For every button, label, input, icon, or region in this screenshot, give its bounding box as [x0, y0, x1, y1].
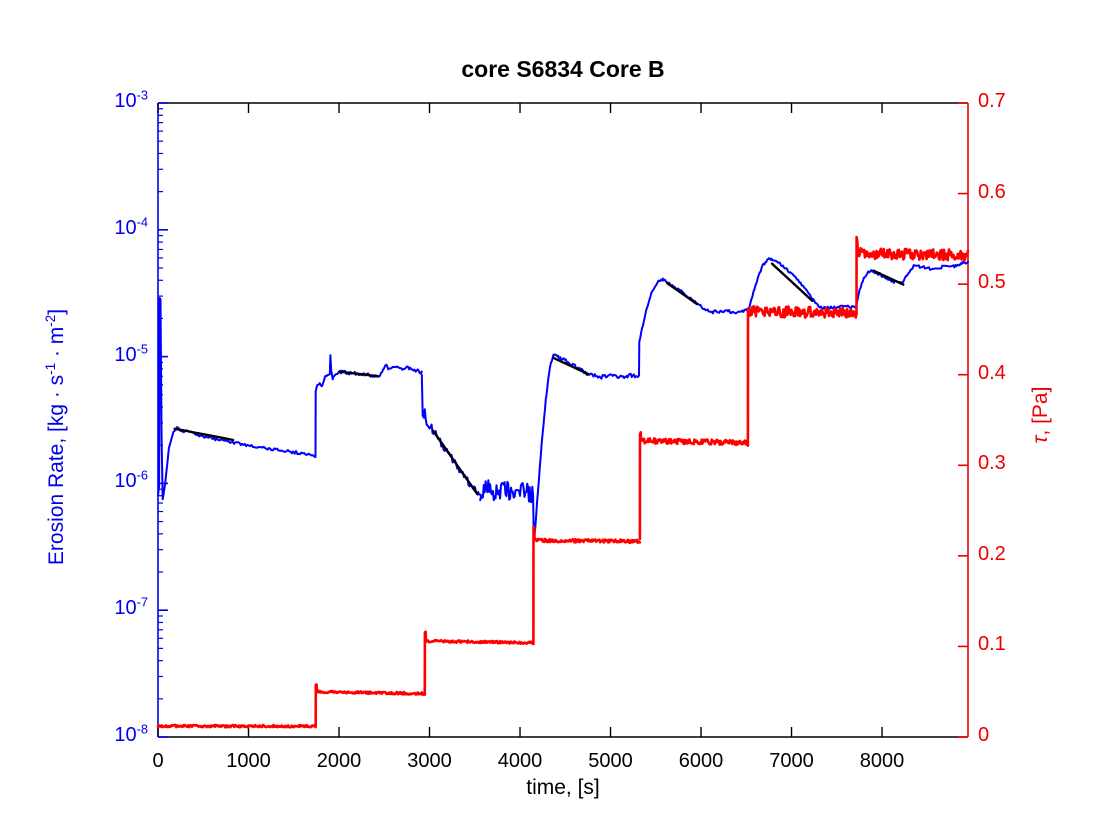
x-axis-label: time, [s]: [526, 776, 600, 799]
y-left-label-close: ]: [45, 308, 68, 315]
y-right-tick-label: 0.1: [978, 633, 1006, 656]
shear-stress-tau-line: [423, 630, 535, 696]
erosion-rate-line: [747, 257, 773, 310]
x-tick-label: 8000: [859, 750, 905, 772]
x-tick-label: 0: [152, 750, 164, 772]
erosion-rate-line: [314, 354, 341, 457]
fit-lines-line: [431, 429, 479, 496]
y-left-tick-label: 10-6: [114, 467, 148, 493]
y-left-tick-label: 10-8: [114, 721, 148, 746]
y-left-label-text: Erosion Rate, [kg · s: [45, 374, 68, 566]
x-tick-label: 7000: [769, 750, 814, 772]
erosion-rate-line: [420, 373, 482, 496]
x-tick-label: 2000: [316, 750, 362, 772]
x-tick-label: 6000: [678, 750, 724, 772]
fit-lines-line: [770, 262, 814, 303]
erosion-rate-line: [661, 277, 714, 314]
chart-title: core S6834 Core B: [461, 56, 665, 82]
erosion-rate-line: [479, 479, 535, 504]
x-tick-label: 3000: [407, 750, 452, 772]
erosion-rate-line: [557, 354, 640, 380]
fit-lines-line: [665, 281, 699, 306]
y-right-tick-label: 0.4: [978, 361, 1006, 384]
fit-lines-line: [173, 427, 235, 442]
y-right-tick-label: 0: [978, 724, 990, 746]
shear-stress-tau-line: [855, 235, 970, 315]
y-left-tick-label: 10-7: [114, 594, 148, 620]
fit-lines-line: [338, 370, 380, 378]
shear-stress-tau-line: [314, 683, 427, 727]
erosion-rate-line: [176, 426, 317, 459]
erosion-rate-line: [157, 297, 178, 501]
erosion-rate-line: [338, 363, 423, 378]
erosion-rate-line: [711, 308, 750, 315]
fit-lines-line: [872, 269, 905, 286]
erosion-rate-line: [638, 278, 664, 377]
shear-stress-tau-line: [638, 430, 750, 541]
x-tick-label: 4000: [497, 750, 543, 772]
shear-stress-tau-line: [532, 525, 642, 646]
tau-symbol: τ: [1029, 435, 1052, 444]
y-left-tick-label: 10-5: [114, 340, 148, 366]
y-left-label-sup1: -1: [43, 362, 58, 375]
shear-stress-tau-line: [156, 723, 318, 729]
erosion-rate-line: [855, 260, 969, 308]
y-left-tick-label: 10-4: [114, 214, 148, 239]
erosion-rate-line: [532, 353, 559, 543]
y-right-tick-label: 0.7: [978, 90, 1006, 112]
y-right-label-rest: , [Pa]: [1029, 386, 1052, 436]
y-right-tick-label: 0.3: [978, 452, 1006, 475]
x-tick-label: 1000: [226, 750, 271, 772]
x-tick-label: 5000: [588, 750, 633, 772]
shear-stress-tau-line: [746, 304, 858, 447]
erosion-rate-line: [770, 257, 826, 310]
y-left-tick-label: 10-3: [114, 87, 148, 112]
y-axis-label-left: Erosion Rate, [kg · s-1 · m-2]: [43, 177, 71, 697]
y-right-tick-label: 0.2: [978, 542, 1006, 565]
fit-lines-line: [551, 356, 590, 376]
y-left-label-sup2: -2: [43, 314, 58, 327]
y-left-label-mid: · m: [45, 326, 68, 363]
y-right-tick-label: 0.6: [978, 180, 1006, 203]
erosion-rate-line: [823, 304, 858, 311]
y-right-tick-label: 0.5: [978, 271, 1006, 294]
